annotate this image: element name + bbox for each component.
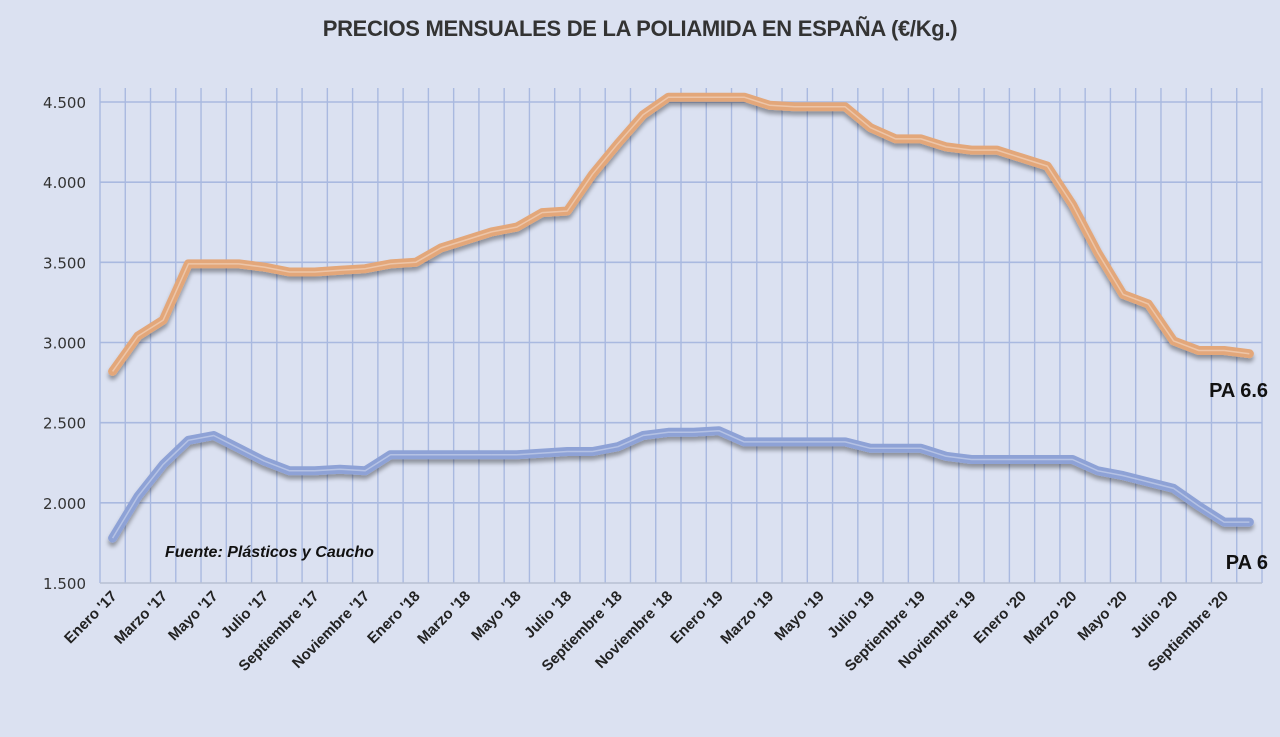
series-pa6: [108, 426, 1254, 543]
x-tick-label: Enero '19: [667, 588, 726, 647]
x-tick-label: Marzo '20: [1020, 588, 1080, 648]
x-tick-label: Marzo '19: [717, 588, 777, 648]
chart-title: PRECIOS MENSUALES DE LA POLIAMIDA EN ESP…: [322, 16, 958, 41]
x-tick-label: Mayo '18: [468, 588, 524, 644]
x-tick-label: Mayo '19: [771, 588, 827, 644]
series-line-highlight: [111, 429, 1250, 539]
grid: [99, 88, 1263, 584]
x-tick-label: Marzo '17: [111, 588, 171, 648]
y-tick-label: 2.500: [43, 415, 86, 433]
series-line: [108, 426, 1254, 543]
y-axis: 1.500 2.000 2.500 3.000 3.500 4.000 4.500: [43, 94, 86, 593]
x-tick-label: Enero '20: [970, 588, 1029, 647]
y-tick-label: 4.000: [43, 174, 86, 192]
y-tick-label: 3.500: [43, 254, 86, 272]
series-lines: [108, 92, 1254, 543]
y-tick-label: 2.000: [43, 495, 86, 513]
x-tick-label: Mayo '17: [165, 588, 221, 644]
y-tick-label: 1.500: [43, 575, 86, 593]
series-line: [108, 92, 1254, 376]
x-tick-label: Enero '17: [61, 588, 120, 647]
series-label-pa66: PA 6.6: [1209, 380, 1268, 402]
y-tick-label: 4.500: [43, 94, 86, 112]
series-label-pa6: PA 6: [1226, 552, 1268, 574]
x-tick-label: Marzo '18: [414, 588, 474, 648]
x-tick-label: Mayo '20: [1074, 588, 1130, 644]
series-pa66: [108, 92, 1254, 376]
y-tick-label: 3.000: [43, 335, 86, 353]
x-tick-label: Enero '18: [364, 588, 423, 647]
series-line-highlight: [111, 96, 1250, 372]
source-annotation: Fuente: Plásticos y Caucho: [165, 544, 374, 561]
